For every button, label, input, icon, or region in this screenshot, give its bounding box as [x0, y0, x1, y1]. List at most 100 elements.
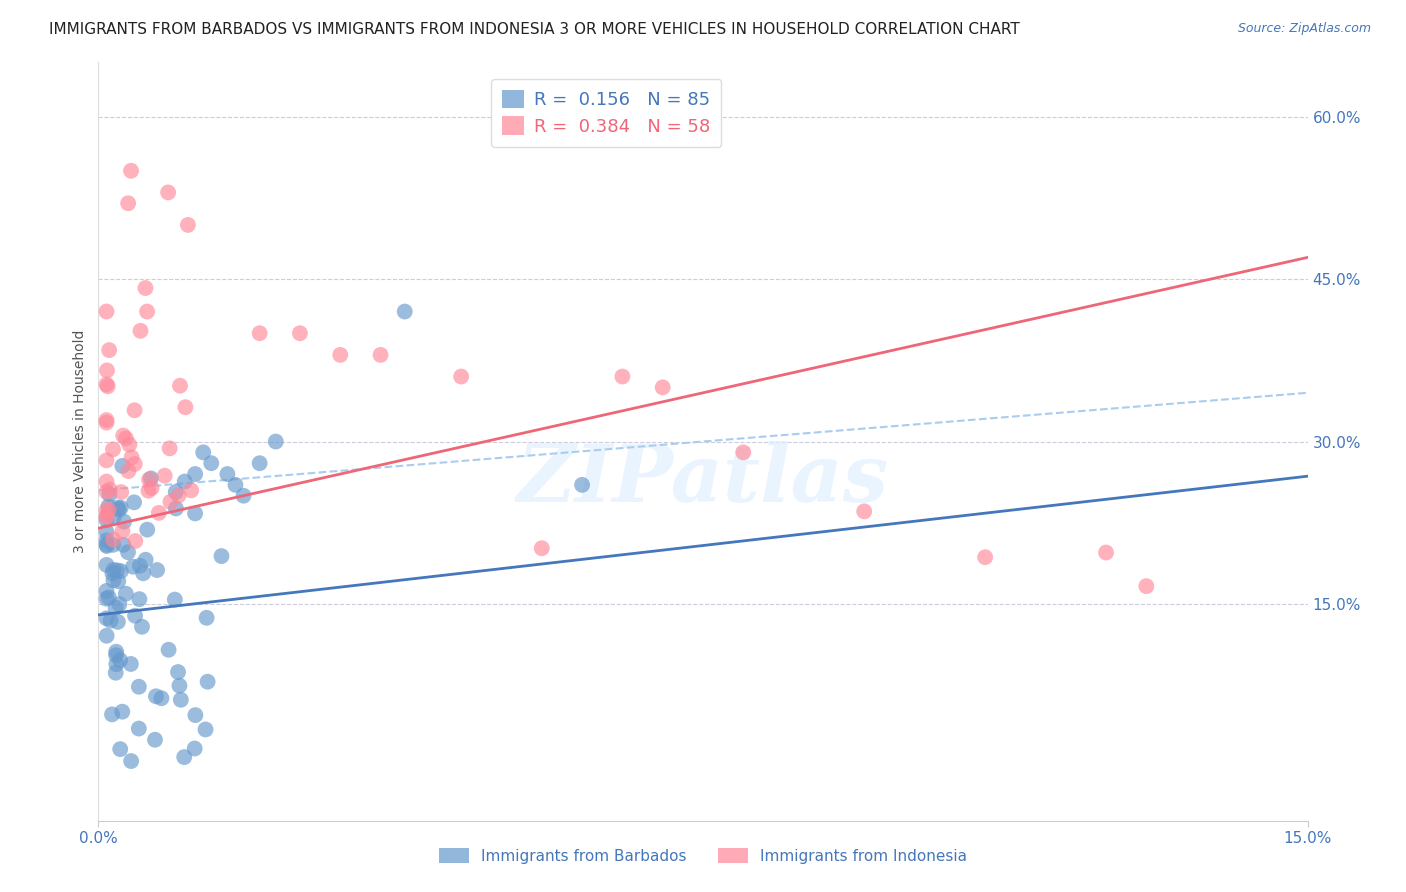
Point: [110, 564, 132, 578]
Point: [157, 642, 180, 657]
Point: [114, 587, 136, 601]
Point: [96, 513, 118, 527]
Point: [174, 400, 197, 414]
Point: [96, 503, 118, 517]
Point: [135, 553, 157, 567]
Point: [249, 326, 271, 341]
Point: [194, 723, 217, 737]
Point: [96, 533, 118, 548]
Point: [195, 611, 218, 625]
Point: [288, 326, 311, 341]
Point: [134, 281, 156, 295]
Point: [101, 707, 124, 722]
Point: [139, 471, 162, 485]
Point: [96, 377, 118, 392]
Point: [120, 163, 142, 178]
Point: [120, 657, 142, 671]
Point: [184, 507, 207, 521]
Point: [264, 434, 287, 449]
Point: [111, 524, 134, 539]
Point: [96, 484, 118, 499]
Text: Source: ZipAtlas.com: Source: ZipAtlas.com: [1237, 22, 1371, 36]
Point: [136, 523, 159, 537]
Point: [138, 483, 160, 498]
Point: [167, 665, 190, 679]
Point: [165, 501, 187, 516]
Point: [131, 620, 153, 634]
Point: [1135, 579, 1157, 593]
Point: [124, 608, 146, 623]
Point: [193, 445, 215, 459]
Point: [96, 509, 118, 524]
Point: [124, 403, 146, 417]
Point: [110, 742, 132, 756]
Point: [105, 657, 128, 672]
Point: [124, 457, 146, 471]
Point: [167, 488, 190, 502]
Point: [853, 504, 876, 518]
Point: [329, 348, 352, 362]
Point: [184, 467, 207, 481]
Point: [112, 428, 135, 442]
Legend: Immigrants from Barbados, Immigrants from Indonesia: Immigrants from Barbados, Immigrants fro…: [433, 842, 973, 870]
Point: [173, 750, 195, 764]
Point: [121, 450, 143, 465]
Point: [170, 692, 193, 706]
Point: [96, 611, 118, 625]
Point: [97, 500, 120, 514]
Point: [169, 679, 191, 693]
Point: [197, 674, 219, 689]
Point: [111, 458, 134, 473]
Point: [103, 574, 125, 588]
Point: [153, 468, 176, 483]
Point: [97, 503, 120, 517]
Point: [530, 541, 553, 556]
Point: [128, 680, 150, 694]
Point: [141, 481, 163, 495]
Point: [169, 378, 191, 392]
Point: [101, 566, 124, 581]
Point: [145, 690, 167, 704]
Point: [96, 539, 118, 553]
Point: [96, 558, 118, 572]
Point: [96, 413, 118, 427]
Point: [612, 369, 634, 384]
Point: [103, 533, 125, 547]
Point: [100, 614, 122, 628]
Point: [110, 485, 132, 500]
Point: [117, 464, 139, 478]
Point: [103, 563, 125, 577]
Point: [96, 538, 118, 552]
Point: [177, 218, 200, 232]
Text: ZIPatlas: ZIPatlas: [517, 441, 889, 518]
Point: [97, 379, 120, 393]
Y-axis label: 3 or more Vehicles in Household: 3 or more Vehicles in Household: [73, 330, 87, 553]
Point: [571, 478, 593, 492]
Point: [98, 483, 121, 497]
Point: [370, 348, 392, 362]
Point: [118, 438, 141, 452]
Point: [129, 324, 152, 338]
Point: [105, 563, 128, 577]
Point: [98, 487, 121, 501]
Point: [105, 648, 128, 663]
Point: [108, 653, 131, 667]
Point: [211, 549, 233, 563]
Point: [96, 583, 118, 598]
Point: [98, 343, 121, 357]
Point: [128, 592, 150, 607]
Point: [117, 545, 139, 559]
Point: [1095, 545, 1118, 559]
Point: [120, 754, 142, 768]
Point: [450, 369, 472, 384]
Point: [103, 509, 125, 524]
Point: [111, 705, 134, 719]
Point: [107, 500, 129, 515]
Point: [96, 416, 118, 430]
Point: [163, 592, 186, 607]
Point: [159, 495, 181, 509]
Point: [394, 304, 416, 318]
Point: [96, 524, 118, 539]
Point: [184, 708, 207, 723]
Point: [148, 506, 170, 520]
